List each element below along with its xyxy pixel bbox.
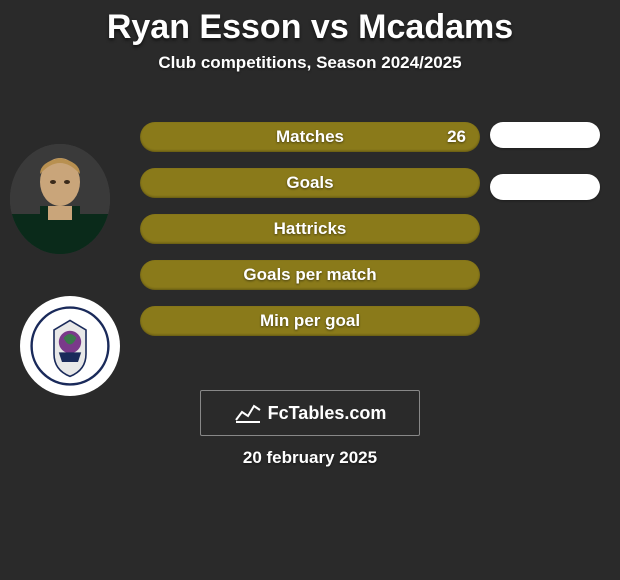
stat-label: Goals per match [243,265,376,285]
stat-row: Goals per match [140,260,480,290]
stat-row: Min per goal [140,306,480,336]
stat-label: Min per goal [260,311,360,331]
logo-text: FcTables.com [268,403,387,424]
stats-panel: Matches 26 Goals Hattricks Goals per match Mi… [140,122,480,352]
stat-row: Goals [140,168,480,198]
blank-pill [490,122,600,148]
date-text: 20 february 2025 [0,448,620,468]
stat-label: Matches [276,127,344,147]
player-silhouette-icon [10,144,110,254]
club-crest-icon [30,306,110,386]
stat-value: 26 [447,127,466,147]
stat-label: Hattricks [274,219,347,239]
player-photo [10,144,110,254]
fctables-logo: FcTables.com [200,390,420,436]
stat-row: Hattricks [140,214,480,244]
chart-icon [234,402,262,424]
blank-pill [490,174,600,200]
stat-label: Goals [286,173,333,193]
stat-row: Matches 26 [140,122,480,152]
page-subtitle: Club competitions, Season 2024/2025 [0,53,620,73]
page-title: Ryan Esson vs Mcadams [0,0,620,47]
right-pills [490,122,600,226]
club-badge [20,296,120,396]
